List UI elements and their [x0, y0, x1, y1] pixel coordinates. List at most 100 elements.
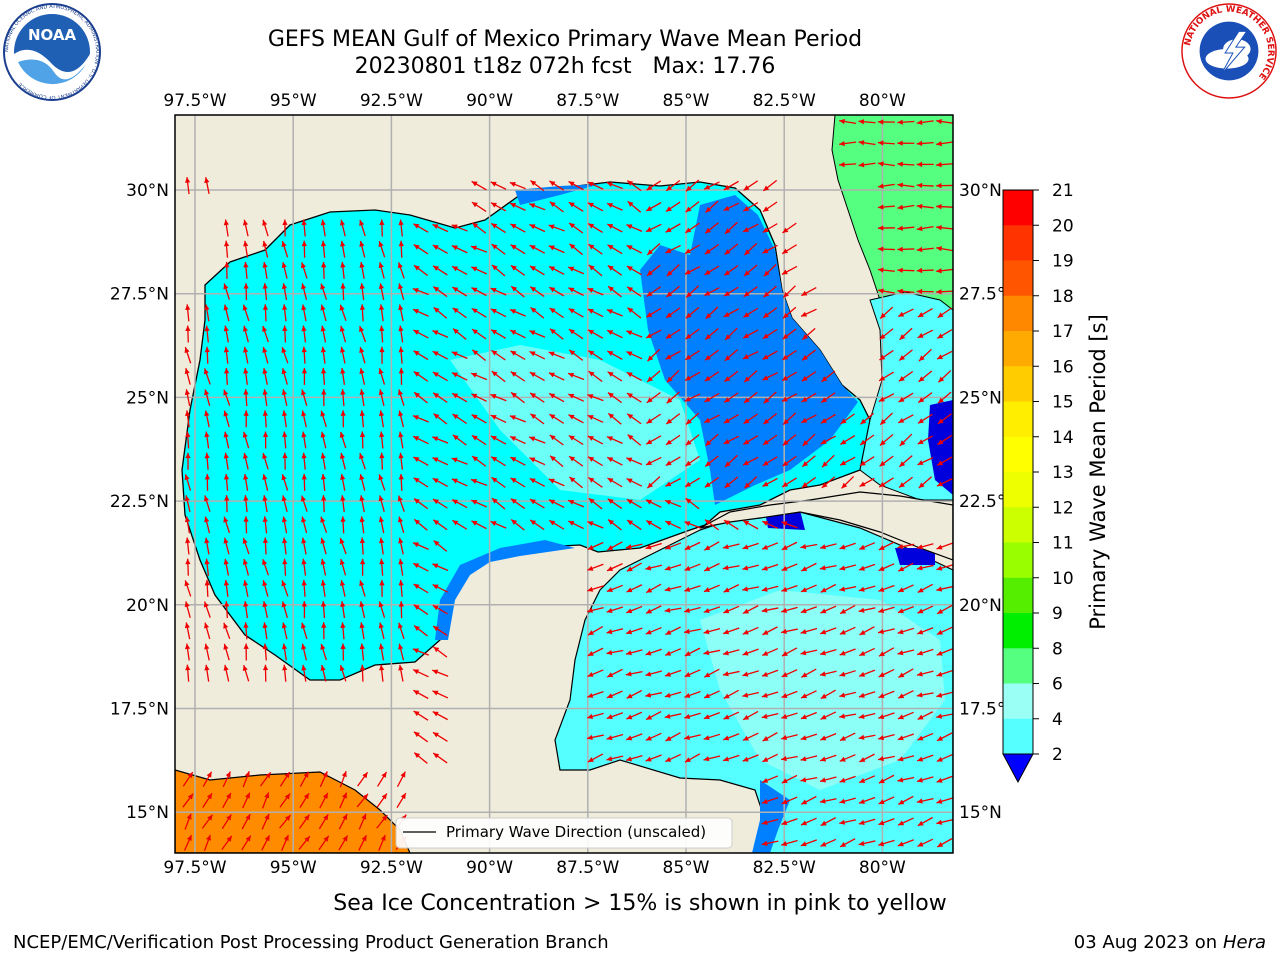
wave-arrow — [204, 579, 210, 597]
wave-arrow — [722, 670, 740, 677]
wave-arrow — [185, 558, 191, 576]
wave-arrow — [800, 584, 817, 593]
wave-arrow — [320, 410, 327, 428]
wave-arrow — [510, 498, 526, 510]
wave-arrow — [801, 476, 817, 488]
wave-arrow — [626, 286, 642, 297]
wave-arrow — [282, 219, 288, 237]
colorbar-tick: 13 — [1052, 463, 1074, 483]
noaa-logo: NOAA NATIONAL OCEANIC AND ATMOSPHERIC AD… — [3, 3, 101, 101]
wave-arrow — [781, 712, 798, 720]
wave-arrow — [281, 580, 289, 597]
wave-arrow — [301, 473, 307, 491]
wave-arrow — [800, 414, 817, 424]
wave-arrow — [378, 262, 385, 279]
wave-arrow — [509, 329, 526, 339]
wave-arrow — [204, 558, 210, 576]
wave-arrow — [587, 541, 604, 551]
wave-arrow — [684, 712, 701, 719]
wave-arrow — [606, 606, 624, 614]
wave-arrow — [645, 542, 662, 550]
wave-arrow — [243, 261, 249, 279]
wave-arrow — [897, 690, 914, 699]
wave-arrow — [626, 457, 643, 466]
wave-arrow — [568, 287, 584, 297]
wave-arrow — [340, 601, 346, 619]
wave-arrow — [664, 713, 682, 719]
wave-arrow — [281, 240, 289, 258]
wave-arrow — [878, 477, 894, 488]
wave-arrow — [433, 413, 448, 425]
wave-arrow — [646, 243, 661, 256]
wave-arrow — [320, 601, 327, 619]
colorbar-tick: 19 — [1052, 252, 1074, 272]
wave-arrow — [878, 393, 895, 403]
wave-arrow — [490, 435, 507, 445]
wave-arrow — [626, 351, 643, 360]
wave-arrow — [587, 181, 604, 190]
wave-arrow — [839, 754, 856, 762]
wave-arrow — [568, 307, 584, 318]
wave-arrow — [549, 201, 564, 213]
wave-arrow — [665, 413, 681, 425]
wave-arrow — [320, 367, 327, 385]
wave-arrow — [243, 346, 249, 364]
wave-arrow — [185, 431, 191, 449]
wave-arrow — [470, 478, 488, 486]
wave-arrow — [665, 223, 681, 233]
wave-arrow — [548, 478, 565, 487]
wave-arrow — [936, 542, 953, 550]
colorbar-tick: 8 — [1052, 639, 1063, 659]
wave-arrow — [529, 286, 545, 298]
wave-arrow — [202, 792, 213, 808]
wave-arrow — [340, 622, 346, 640]
wave-arrow — [432, 330, 449, 338]
wave-arrow — [743, 476, 758, 489]
wave-arrow — [665, 244, 681, 254]
wave-arrow — [936, 797, 953, 804]
wave-arrow — [646, 370, 661, 383]
wave-arrow — [878, 541, 895, 551]
wave-arrow — [432, 731, 448, 742]
wave-arrow — [281, 516, 288, 534]
wave-arrow — [878, 712, 895, 720]
wave-arrow — [821, 476, 836, 489]
wave-arrow — [897, 627, 915, 635]
wave-arrow — [665, 477, 681, 487]
wave-arrow — [568, 455, 584, 467]
wave-arrow — [819, 627, 837, 635]
wave-arrow — [412, 562, 429, 572]
wave-arrow — [398, 219, 404, 237]
lon-tick-bottom: 85°W — [663, 858, 710, 878]
wave-arrow — [279, 814, 291, 829]
wave-arrow — [897, 755, 915, 762]
wave-arrow — [568, 180, 584, 191]
wave-arrow — [432, 392, 448, 403]
wave-arrow — [568, 393, 584, 402]
wave-arrow — [549, 180, 565, 191]
wave-arrow — [897, 711, 914, 720]
wave-arrow — [282, 664, 288, 682]
lat-tick-left: 30°N — [126, 181, 169, 201]
wave-arrow — [223, 664, 230, 682]
wave-arrow — [548, 286, 565, 297]
wave-arrow — [936, 691, 953, 698]
wave-arrow — [587, 308, 604, 318]
wave-arrow — [548, 499, 565, 509]
wave-arrow — [645, 564, 663, 571]
wave-arrow — [587, 456, 603, 467]
wave-arrow — [742, 732, 759, 742]
wave-arrow — [877, 246, 895, 252]
wave-arrow — [412, 668, 429, 678]
wave-arrow — [898, 349, 913, 362]
wave-arrow — [743, 286, 758, 298]
wave-arrow — [301, 516, 308, 534]
wave-arrow — [761, 713, 779, 719]
wave-arrow — [413, 391, 428, 404]
wave-arrow — [937, 413, 952, 425]
wave-arrow — [204, 410, 210, 428]
wave-arrow — [224, 261, 230, 279]
wave-arrow — [359, 389, 365, 407]
wave-arrow — [530, 179, 545, 192]
wave-arrow — [897, 817, 914, 826]
